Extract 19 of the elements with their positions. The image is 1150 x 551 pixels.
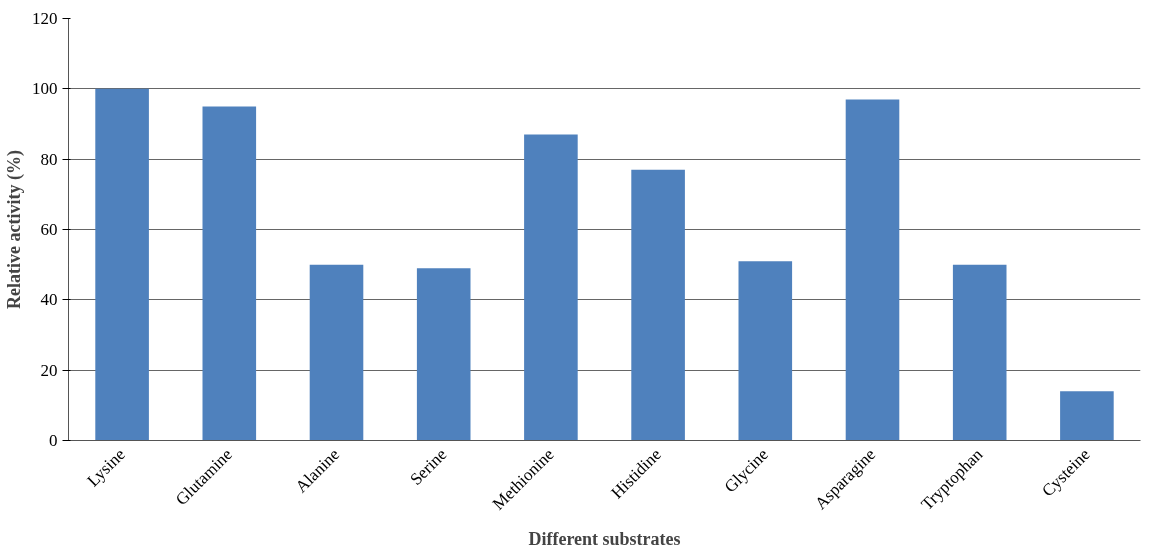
y-axis-title: Relative activity (%) — [4, 150, 25, 309]
bar — [202, 106, 257, 441]
y-tick-label: 120 — [32, 9, 58, 28]
y-tick-label: 100 — [32, 79, 58, 99]
y-tick-label: 0 — [49, 431, 58, 450]
bar — [309, 264, 364, 441]
y-tick-label: 20 — [40, 360, 58, 380]
bar — [631, 169, 685, 441]
bar — [952, 264, 1007, 441]
bar — [524, 134, 578, 441]
y-tick-label: 60 — [40, 220, 58, 239]
bar — [416, 268, 471, 441]
bar — [738, 261, 793, 441]
bar — [1060, 391, 1114, 441]
bar — [845, 99, 900, 441]
y-tick-label: 80 — [40, 149, 58, 169]
y-tick-label: 40 — [40, 290, 58, 310]
x-axis-title: Different substrates — [528, 528, 681, 549]
bar — [95, 88, 149, 441]
